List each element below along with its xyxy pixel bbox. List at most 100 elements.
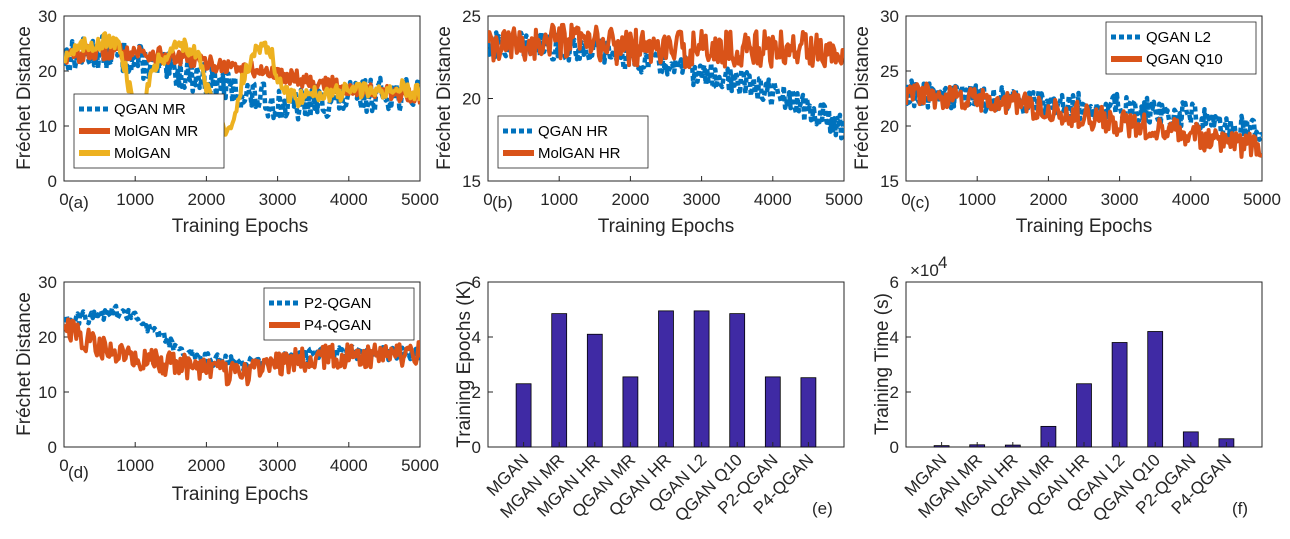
panel-c-xtick-label: 5000 [1243,190,1281,209]
panel-d-ytick-label: 10 [38,383,57,402]
panel-a-panel-letter: (a) [68,193,89,212]
panel-c-ytick-label: 25 [880,62,899,81]
panel-f-bar-qgan-l2 [1111,342,1128,448]
panel-a-chart: 0 10 20 30 0 1000 2000 3000 4000 5000 QGAN MR MolGA… [14,7,439,237]
panel-c-ylabel: Fréchet Distance [852,26,873,170]
panel-f-ytick-label: 4 [890,328,899,347]
panel-d-xtick-label: 3000 [259,456,297,475]
panel-d-xtick-label: 5000 [401,456,439,475]
panel-d-xtick-label: 1000 [116,456,154,475]
panel-a-legend-label-qgan-mr: QGAN MR [114,101,186,118]
panel-a-series-molgan-line [64,31,420,137]
panel-c-ytick-label: 30 [880,7,899,26]
panel-f-ytick-label: 0 [890,438,899,457]
panel-c-series-qgan-q10-line [906,81,1262,159]
panel-f-panel-letter: (f) [1232,499,1248,518]
panel-b-ytick-label: 25 [462,7,481,26]
panel-a-ytick-label: 20 [38,62,57,81]
panel-b-xlabel: Training Epochs [598,216,735,237]
panel-c-xtick-label: 3000 [1101,190,1139,209]
panel-f-ytick-label: 2 [890,383,899,402]
panel-e-bar-qgan-hr [658,310,674,448]
panel-d-chart: 0 10 20 30 0 1000 2000 3000 4000 5000 P2-QGAN P4-QG… [14,273,439,505]
panel-e-ytick-label: 4 [472,328,481,347]
panel-d-series-p4-qgan-line [64,317,420,387]
panel-d-xtick-label: 2000 [187,456,225,475]
panel-f-ytick-label: 6 [890,273,899,292]
panel-a-xtick-label: 4000 [330,190,368,209]
panel-d-xlabel: Training Epochs [172,484,309,505]
panel-d-panel-letter: (d) [68,463,89,482]
panel-b-xtick-label: 2000 [611,190,649,209]
panel-a-ylabel: Fréchet Distance [14,26,35,170]
panel-c-series-qgan-l2-line [906,78,1262,142]
panel-a-xlabel: Training Epochs [172,216,309,237]
panel-c-xtick-label: 0 [901,190,910,209]
panel-b-panel-letter: (b) [492,193,513,212]
panel-c-xlabel: Training Epochs [1016,216,1153,237]
panel-b-xtick-label: 0 [483,190,492,209]
panel-c-legend-label-qgan-l2: QGAN L2 [1146,29,1211,46]
panel-e-bar-qgan-mr [622,376,639,448]
panel-e-panel-letter: (e) [812,499,833,518]
panel-f-ylabel: Training Time (s) [872,293,893,435]
panel-f-bar-qgan-hr [1076,383,1092,448]
panel-d-xtick-label: 4000 [330,456,368,475]
panel-a-xtick-label: 5000 [401,190,439,209]
panel-d-ytick-label: 20 [38,328,57,347]
panel-e-ytick-label: 6 [472,273,481,292]
panel-b-ytick-label: 20 [462,90,481,109]
panel-c-xtick-label: 1000 [958,190,996,209]
panel-e-bar-qgan-q10 [729,313,746,448]
panel-b-xtick-label: 1000 [540,190,578,209]
panel-b-xtick-label: 3000 [683,190,721,209]
panel-d-axes-frame [63,281,421,448]
panel-e-bar-mgan-mr [551,313,568,448]
panel-e-bar-p4-qgan [800,377,817,448]
panel-b-axes-frame [487,15,845,182]
panel-e-ytick-label: 2 [472,383,481,402]
panel-c-xtick-label: 2000 [1029,190,1067,209]
panel-b-ytick-label: 15 [462,172,481,191]
panel-d-xtick-label: 0 [59,456,68,475]
panel-e-bar-p2-qgan [764,376,781,448]
panel-e-bar-mgan [515,383,532,448]
panel-e-ylabel: Training Epochs (K) [454,280,475,447]
panel-e-ytick-label: 0 [472,438,481,457]
panel-a-ytick-label: 30 [38,7,57,26]
panel-b-chart: 15 20 25 0 1000 2000 3000 4000 5000 QGAN HR MolGAN… [434,7,863,237]
panel-a-xtick-label: 2000 [187,190,225,209]
panel-c-panel-letter: (c) [910,193,930,212]
panel-c-ytick-label: 15 [880,172,899,191]
panel-d-ylabel: Fréchet Distance [14,292,35,436]
panel-c-legend-box [1105,21,1257,75]
panel-a-legend: QGAN MR MolGAN MR MolGAN [73,93,225,169]
panel-a-xtick-label: 3000 [259,190,297,209]
panel-d-ytick-label: 0 [48,438,57,457]
panel-b-series-qgan-hr-line [488,30,844,141]
panel-f-exponent-power: 4 [938,253,947,272]
panel-d-legend-box [263,287,415,341]
panel-c-xtick-label: 4000 [1172,190,1210,209]
panel-e-bar-mgan-hr [586,333,603,448]
panel-a-ytick-label: 0 [48,172,57,191]
panel-c-ytick-label: 20 [880,117,899,136]
panel-a-legend-label-molgan-mr: MolGAN MR [114,123,198,140]
panel-c-legend-label-qgan-q10: QGAN Q10 [1146,51,1223,68]
panel-b-legend-label-molgan-hr: MolGAN HR [538,145,621,162]
panel-d-legend-label-p2-qgan: P2-QGAN [304,295,372,312]
panel-a-xtick-label: 0 [59,190,68,209]
panel-d-ytick-label: 30 [38,273,57,292]
panel-b-series-molgan-hr-line [488,22,844,70]
panel-f-bar-qgan-q10 [1147,331,1164,448]
panel-a-xtick-label: 1000 [116,190,154,209]
panel-f-exponent-multiplier: ×10 [910,261,939,280]
panel-c-legend: QGAN L2 QGAN Q10 [1105,21,1257,75]
panel-b-xtick-label: 5000 [825,190,863,209]
panel-b-legend-label-qgan-hr: QGAN HR [538,123,608,140]
panel-e-bar-qgan-l2 [693,310,710,448]
panel-d-legend-label-p4-qgan: P4-QGAN [304,317,372,334]
